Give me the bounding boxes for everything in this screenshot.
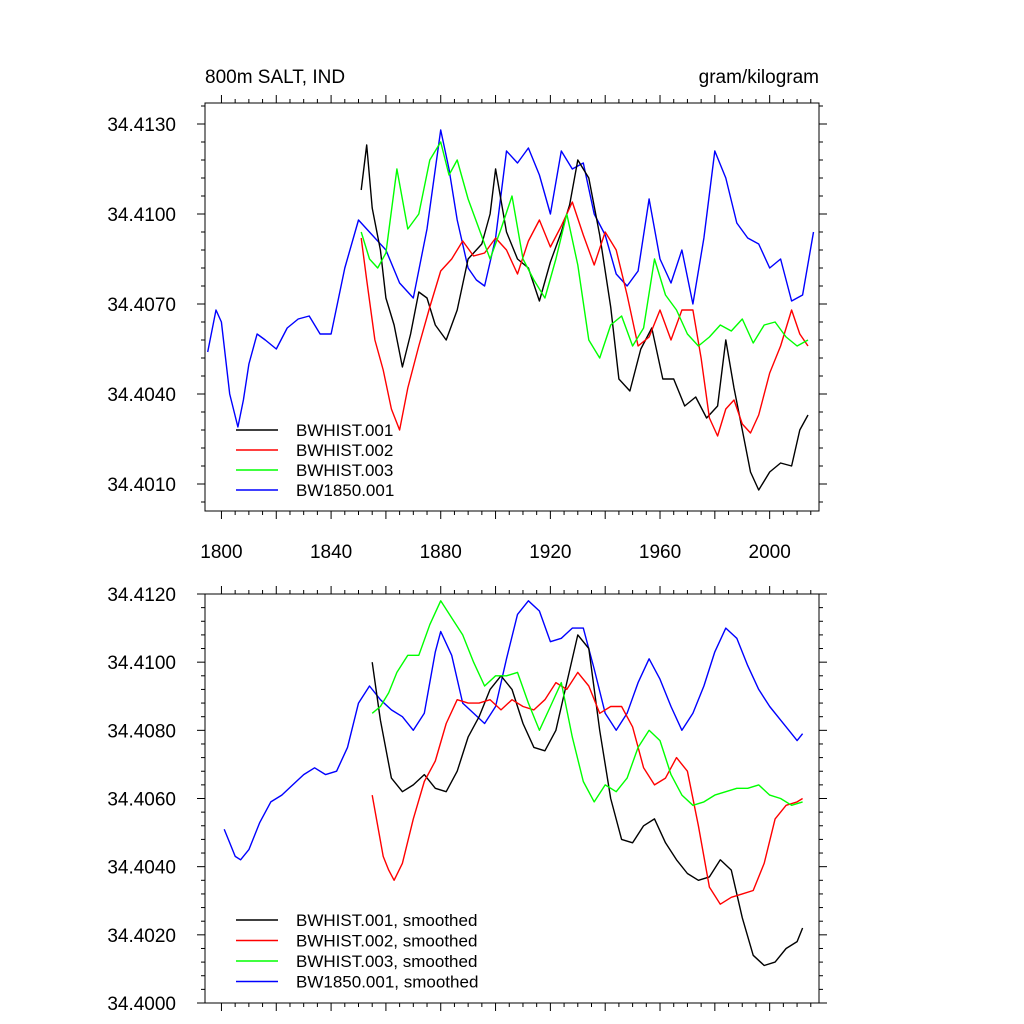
- x-tick-label: 2000: [749, 542, 791, 563]
- series-line-bw1850-001: [223, 600, 804, 861]
- legend-label-bw1850-001: BW1850.001: [296, 481, 394, 500]
- x-tick-label: 1800: [200, 542, 242, 563]
- legend-label-bwhist-003: BWHIST.003: [296, 461, 393, 480]
- legend-label-bwhist-002: BWHIST.002: [296, 441, 393, 460]
- y-tick-label: 34.4130: [107, 115, 176, 136]
- y-tick-label: 34.4010: [107, 475, 176, 496]
- y-tick-label: 34.4000: [107, 994, 176, 1015]
- x-tick-label: 1840: [310, 542, 352, 563]
- legend: BWHIST.001, smoothed BWHIST.002, smoothed…: [236, 911, 478, 992]
- y-tick-label: 34.4020: [107, 926, 176, 947]
- series-line-bwhist-003: [371, 600, 803, 806]
- y-tick-label: 34.4060: [107, 790, 176, 811]
- series-line-bwhist-003: [360, 141, 809, 359]
- y-tick-label: 34.4120: [107, 585, 176, 606]
- series-line-bwhist-002: [360, 201, 809, 437]
- x-tick-label: 1880: [420, 542, 462, 563]
- legend-label-bwhist-002: BWHIST.002, smoothed: [296, 932, 477, 951]
- series-line-bwhist-001: [360, 144, 809, 491]
- legend-label-bwhist-001: BWHIST.001, smoothed: [296, 911, 477, 930]
- units-label: gram/kilogram: [699, 67, 819, 88]
- series-line-bw1850-001: [207, 129, 815, 428]
- y-tick-label: 34.4040: [107, 385, 176, 406]
- plot-frame: [204, 102, 820, 512]
- panel-bottom-smoothed: 34.4000 34.4020 34.4040 34.4060 34.4080 34.41…: [107, 585, 827, 1015]
- x-tick-label: 1920: [529, 542, 571, 563]
- y-tick-label: 34.4100: [107, 205, 176, 226]
- y-tick-label: 34.4080: [107, 721, 176, 742]
- chart-title: 800m SALT, IND: [205, 67, 345, 88]
- y-tick-label: 34.4070: [107, 295, 176, 316]
- y-tick-label: 34.4100: [107, 653, 176, 674]
- series-line-bwhist-001: [371, 634, 804, 967]
- series-line-bwhist-002: [371, 671, 803, 905]
- panel-top-800m-salt: 1800 1840 1880 1920 1960 2000 34.4010 34.4040 34…: [107, 67, 827, 563]
- legend-label-bwhist-001: BWHIST.001: [296, 421, 393, 440]
- legend-label-bwhist-003: BWHIST.003, smoothed: [296, 952, 477, 971]
- x-tick-label: 1960: [639, 542, 681, 563]
- y-tick-label: 34.4040: [107, 858, 176, 879]
- legend-label-bw1850-001: BW1850.001, smoothed: [296, 973, 478, 992]
